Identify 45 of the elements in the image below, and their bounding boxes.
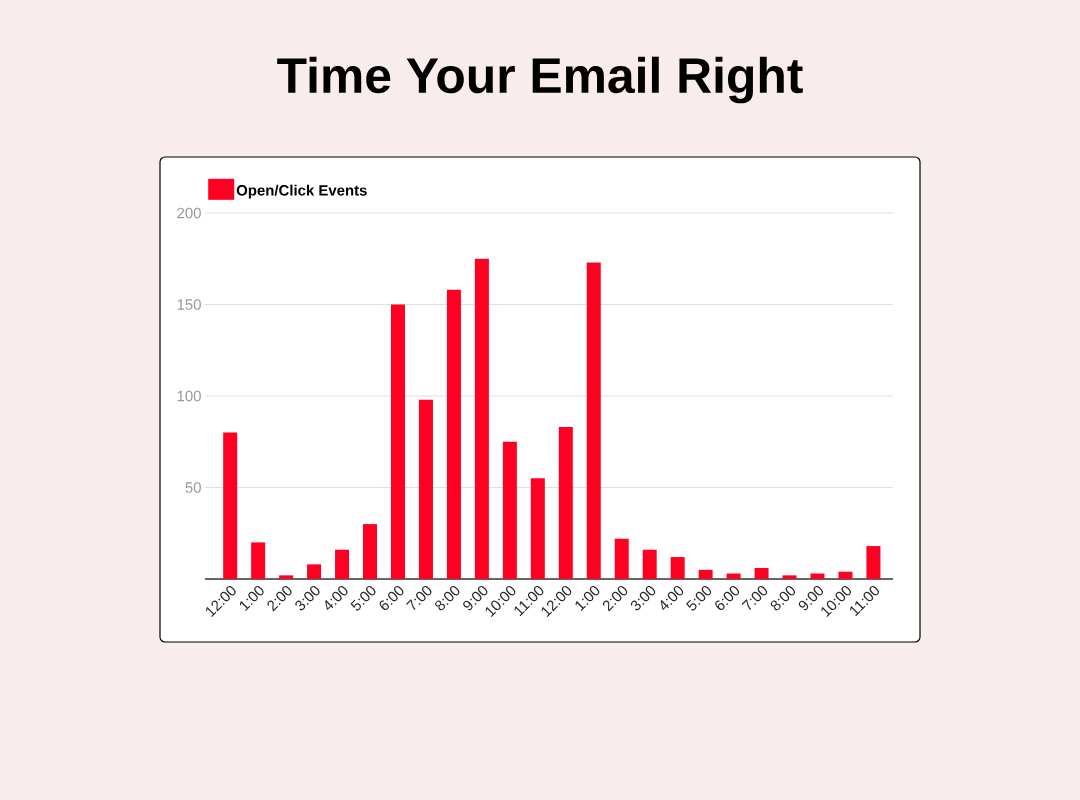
x-tick-label: 1:00 (239, 585, 264, 612)
bar (335, 549, 350, 579)
bar (838, 571, 853, 579)
bar (530, 478, 545, 579)
bar (782, 575, 797, 579)
bar (474, 258, 489, 579)
x-tick-label: 6:00 (379, 585, 404, 610)
x-tick-label: 1:00 (575, 585, 600, 612)
x-tick-label: 4:00 (325, 585, 348, 611)
x-tick-label: 5:00 (686, 585, 712, 611)
bar (670, 557, 685, 579)
bar (558, 427, 573, 579)
x-tick-label: 3:00 (295, 585, 320, 611)
x-tick-label: 9:00 (798, 585, 824, 611)
x-tick-label: 5:00 (350, 585, 376, 611)
chart-title: Time Your Email Right (277, 56, 803, 104)
bar (363, 524, 378, 579)
bar (307, 564, 322, 579)
x-tick-label: 7:00 (406, 585, 432, 611)
y-tick-label: 50 (185, 482, 201, 493)
bar (810, 573, 825, 579)
bar (223, 432, 238, 579)
bar (614, 538, 629, 579)
bar (279, 575, 294, 579)
y-tick-label: 200 (177, 207, 201, 219)
y-tick-label: 100 (177, 390, 201, 402)
bar (754, 568, 769, 579)
bar (586, 262, 601, 579)
x-tick-label: 8:00 (435, 585, 460, 611)
bar (418, 399, 433, 579)
bar (866, 546, 881, 579)
bar (390, 304, 405, 579)
x-tick-label: 4:00 (660, 585, 684, 611)
bar (446, 289, 461, 579)
bar (698, 569, 713, 579)
legend-label: Open/Click Events (236, 184, 367, 199)
x-tick-label: 3:00 (630, 585, 656, 611)
bar (726, 573, 741, 579)
x-tick-label: 7:00 (741, 585, 768, 611)
bar (642, 549, 657, 579)
bar (502, 441, 517, 579)
x-tick-label: 6:00 (715, 585, 740, 610)
y-tick-label: 150 (177, 299, 201, 310)
x-tick-label: 8:00 (770, 585, 796, 611)
bar (251, 542, 266, 579)
